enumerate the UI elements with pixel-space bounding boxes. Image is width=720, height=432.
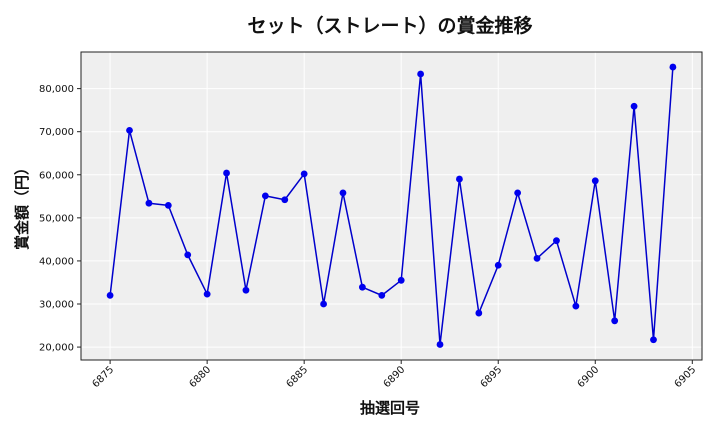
data-point: [475, 309, 483, 317]
data-point: [611, 317, 619, 325]
data-point: [514, 189, 522, 197]
series-group: [106, 63, 677, 348]
series-line: [109, 67, 674, 346]
x-axis-label: 抽選回号: [360, 399, 420, 417]
data-point: [650, 336, 657, 344]
plot-frame: [80, 51, 703, 361]
data-point: [320, 300, 327, 308]
data-point: [436, 341, 444, 348]
data-point: [553, 237, 560, 245]
y-axis-label: 賞金額（円）: [13, 160, 31, 250]
data-point: [397, 276, 405, 284]
y-tick-label: 70,000: [39, 127, 74, 138]
data-point: [203, 290, 211, 298]
data-point: [417, 70, 425, 78]
data-point: [591, 177, 599, 185]
x-tick-label: 6875: [90, 364, 116, 390]
y-tick-label: 50,000: [39, 213, 74, 224]
chart-title: セット（ストレート）の賞金推移: [247, 14, 532, 37]
y-tick-label: 30,000: [39, 300, 74, 311]
y-tick-label: 40,000: [39, 256, 74, 267]
x-tick-label: 6895: [479, 364, 505, 390]
data-point: [630, 102, 638, 110]
data-point: [456, 175, 463, 183]
x-tick-label: 6880: [187, 364, 213, 390]
x-tick-label: 6885: [285, 364, 311, 390]
data-point: [164, 201, 172, 209]
grid-lines: [81, 52, 702, 360]
data-point: [184, 251, 192, 259]
data-point: [669, 63, 677, 71]
data-point: [281, 196, 289, 204]
data-point: [572, 302, 580, 310]
data-point: [126, 126, 133, 134]
y-axis-ticks: 20,000 30,000 40,000 50,000 60,000 70,000 80,0…: [39, 84, 81, 354]
data-point: [223, 169, 230, 177]
data-point: [261, 192, 269, 200]
x-tick-label: 6905: [673, 364, 699, 390]
data-point: [533, 254, 541, 262]
plot-area: [81, 52, 702, 360]
data-point: [358, 283, 366, 291]
x-tick-label: 6890: [382, 364, 408, 390]
x-axis-ticks: 6875 6880 6885 6890 6895 6900 6905: [90, 360, 698, 390]
data-point: [339, 189, 347, 197]
data-point: [494, 261, 502, 269]
data-point: [300, 170, 308, 178]
y-tick-label: 80,000: [39, 84, 74, 95]
axes: [80, 51, 703, 361]
x-tick-label: 6900: [576, 364, 602, 390]
data-point: [106, 291, 114, 299]
y-tick-label: 20,000: [39, 343, 74, 354]
data-point: [378, 291, 386, 299]
data-point: [145, 199, 153, 207]
y-tick-label: 60,000: [39, 170, 74, 181]
data-point: [242, 286, 250, 294]
